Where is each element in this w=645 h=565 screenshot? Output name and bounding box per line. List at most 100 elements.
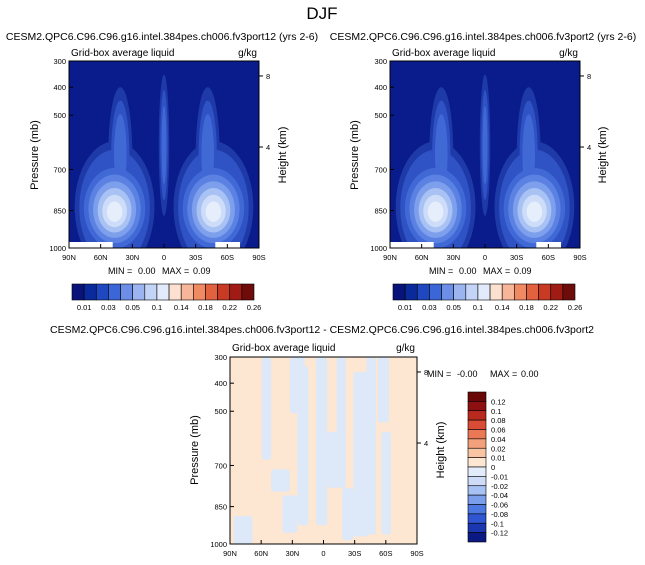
colorbar-label: 0.05 <box>125 303 140 312</box>
colorbar-label: 0.01 <box>491 454 506 463</box>
subtitle-right: g/kg <box>396 343 415 354</box>
colorbar-label: 0.02 <box>491 444 506 453</box>
min-value: 0.00 <box>138 266 156 276</box>
x-tick-label: 90S <box>573 253 586 262</box>
contour-tongue <box>114 114 127 195</box>
contour-field <box>390 61 580 248</box>
panel-left: CESM2.QPC6.C96.C96.g16.intel.384pes.ch00… <box>6 31 318 312</box>
y-axis-label: Pressure (mb) <box>349 120 361 190</box>
colorbar-swatch <box>467 466 487 477</box>
x-tick-label: 30N <box>285 549 299 558</box>
min-label: MIN = <box>427 369 451 379</box>
colorbar-label: 0.18 <box>519 303 534 312</box>
axes: 90N 60N 30N 0 30S 60S 90S 300 400 500 700 850 1000 8 4 <box>49 57 270 262</box>
colorbar-swatch <box>538 283 552 301</box>
colorbar-swatch <box>501 283 515 301</box>
max-label: MAX = <box>162 266 189 276</box>
colorbar-swatch <box>465 283 479 301</box>
colorbar-swatch <box>514 283 527 301</box>
axes: 90N 60N 30N 0 30S 60S 90S 300 400 500 700 850 1000 8 4 <box>370 57 591 262</box>
contour-lobe <box>205 201 222 222</box>
x-tick-label: 90N <box>62 253 76 262</box>
surface-mask <box>69 242 113 248</box>
colorbar-swatch <box>477 283 491 301</box>
y-tick-label: 1000 <box>370 244 387 253</box>
colorbar-label: 0.03 <box>101 303 116 312</box>
colorbar-swatch <box>526 283 539 301</box>
colorbar-label: 0.01 <box>77 303 92 312</box>
y-right-tick-label: 4 <box>587 143 591 152</box>
colorbar-label: 0.22 <box>543 303 558 312</box>
colorbar-swatch <box>550 283 564 301</box>
colorbar-swatch <box>467 494 487 505</box>
panel-title: CESM2.QPC6.C96.C96.g16.intel.384pes.ch00… <box>50 324 594 336</box>
colorbar-swatch <box>144 283 158 301</box>
x-tick-label: 90N <box>383 253 397 262</box>
colorbar: 0.01 0.03 0.05 0.1 0.14 0.18 0.22 0.26 <box>392 283 582 312</box>
colorbar-swatch <box>229 283 243 301</box>
x-tick-label: 60N <box>254 549 268 558</box>
colorbar-swatch <box>193 283 206 301</box>
colorbar-swatch <box>180 283 194 301</box>
y-tick-label: 400 <box>53 83 66 92</box>
y-tick-label: 700 <box>374 165 387 174</box>
colorbar-label: 0.1 <box>152 303 162 312</box>
contour-lobe <box>106 201 123 222</box>
x-tick-label: 60S <box>221 253 234 262</box>
colorbar-swatch <box>217 283 231 301</box>
colorbar-swatch <box>467 476 487 487</box>
contour-plume <box>482 105 488 185</box>
colorbar-label: 0 <box>491 463 495 472</box>
y-axis-right-label: Height (km) <box>435 422 447 479</box>
colorbar-label: 0.05 <box>446 303 461 312</box>
max-value: 0.09 <box>514 266 532 276</box>
x-tick-label: 0 <box>162 253 166 262</box>
colorbar-swatch <box>404 283 418 301</box>
colorbar-label: -0.06 <box>491 501 508 510</box>
colorbar-swatch <box>467 504 487 515</box>
diff-patch <box>342 487 354 541</box>
panel-difference: CESM2.QPC6.C96.C96.g16.intel.384pes.ch00… <box>50 324 594 558</box>
panel-right: CESM2.QPC6.C96.C96.g16.intel.384pes.ch00… <box>330 31 636 312</box>
x-tick-label: 30N <box>446 253 460 262</box>
y-right-tick-label: 8 <box>587 72 591 81</box>
y-right-tick-label: 4 <box>266 143 270 152</box>
contour-lobe <box>427 201 444 222</box>
diff-patch <box>366 357 376 535</box>
y-tick-label: 400 <box>214 379 227 388</box>
colorbar-swatch <box>467 447 487 458</box>
y-tick-label: 850 <box>53 207 66 216</box>
y-axis-label: Pressure (mb) <box>189 415 201 485</box>
x-tick-label: 0 <box>483 253 487 262</box>
diff-patch <box>353 371 369 537</box>
colorbar-label: 0.22 <box>222 303 237 312</box>
x-tick-label: 90N <box>223 549 237 558</box>
min-value: -0.00 <box>457 369 478 379</box>
colorbar-swatch <box>108 283 121 301</box>
contour-tongue <box>201 114 214 195</box>
max-label: MAX = <box>483 266 510 276</box>
x-tick-label: 30S <box>348 549 361 558</box>
diff-patch <box>316 357 328 526</box>
y-tick-label: 1000 <box>49 244 66 253</box>
colorbar-swatch <box>71 283 85 301</box>
colorbar-swatch <box>489 283 503 301</box>
contour-lobe <box>526 201 543 222</box>
contour-field <box>69 61 259 248</box>
colorbar-label: 0.08 <box>491 416 506 425</box>
colorbar-swatch <box>156 283 170 301</box>
colorbar-swatch <box>132 283 146 301</box>
x-tick-label: 30S <box>510 253 523 262</box>
colorbar-label: 0.1 <box>473 303 483 312</box>
y-axis-right-label: Height (km) <box>597 127 609 184</box>
colorbar-swatch <box>168 283 182 301</box>
colorbar: 0.01 0.03 0.05 0.1 0.14 0.18 0.22 0.26 <box>71 283 261 312</box>
y-tick-label: 300 <box>53 57 66 66</box>
y-right-tick-label: 8 <box>424 368 428 377</box>
y-tick-label: 500 <box>53 111 66 120</box>
colorbar-swatch <box>467 391 487 402</box>
colorbar-label: 0.14 <box>174 303 189 312</box>
colorbar-label: 0.04 <box>491 435 506 444</box>
diff-patch <box>282 495 298 533</box>
min-label: MIN = <box>429 266 453 276</box>
